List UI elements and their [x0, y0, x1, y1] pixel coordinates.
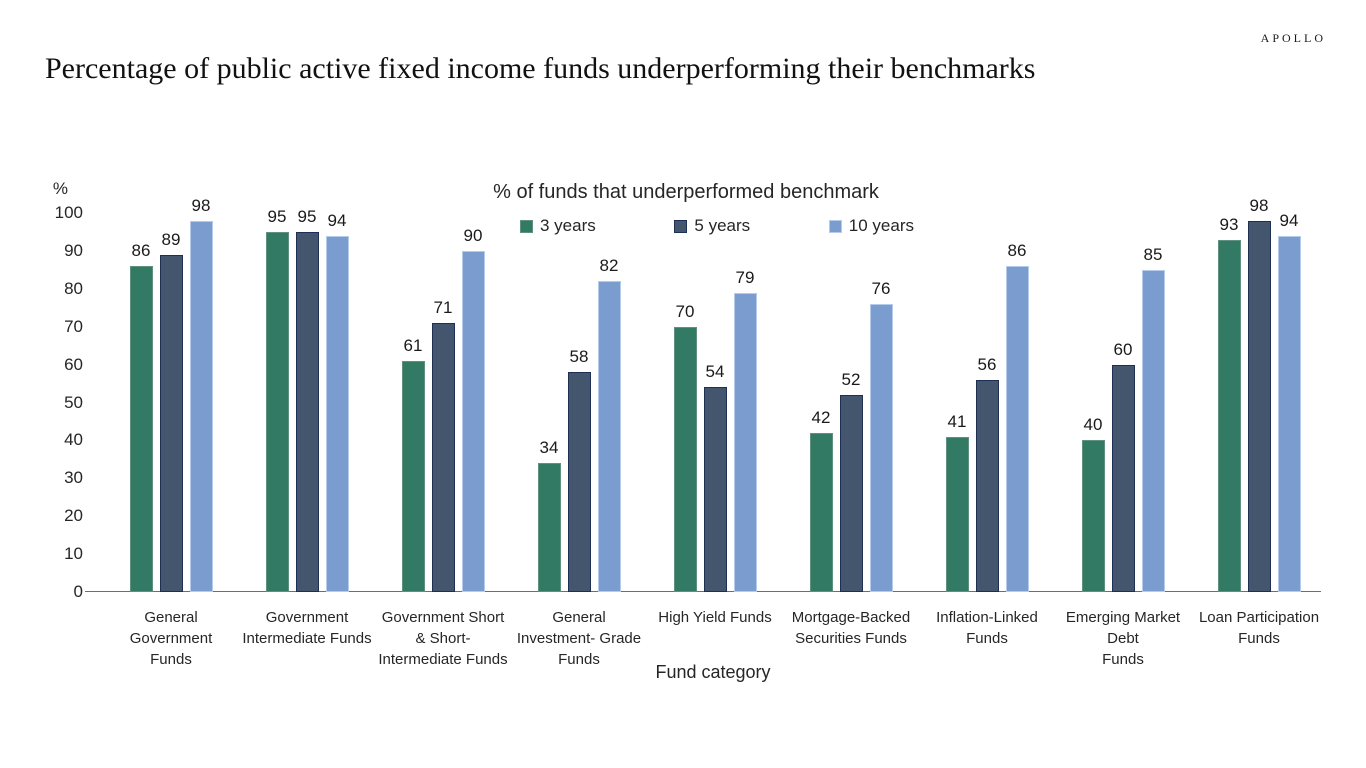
y-tick-label: 40	[64, 430, 83, 450]
category-label: Mortgage-Backed Securities Funds	[791, 609, 911, 647]
bar-value-label: 93	[1219, 214, 1239, 234]
bar-5-years	[159, 254, 183, 592]
bar-value-label: 40	[1083, 415, 1103, 435]
y-tick-label: 60	[64, 354, 83, 374]
category-label: General Government Funds	[129, 609, 213, 668]
bar-value-label: 61	[403, 335, 423, 355]
legend-label: 3 years	[540, 216, 596, 235]
bar-3-years	[809, 432, 833, 592]
bar-value-label: 71	[433, 297, 453, 317]
legend-item: 10 years	[828, 216, 914, 236]
bar-value-label: 82	[599, 256, 619, 276]
legend-swatch	[674, 219, 688, 233]
bar-3-years	[673, 326, 697, 592]
bar-5-years	[431, 322, 455, 592]
page-title: Percentage of public active fixed income…	[45, 52, 1036, 85]
bar-10-years	[325, 235, 349, 592]
bar-10-years	[461, 250, 485, 592]
x-axis-line	[85, 591, 1321, 592]
bar-5-years	[295, 231, 319, 592]
legend-swatch	[520, 219, 533, 233]
legend-label: 10 years	[848, 216, 914, 235]
legend-item: 5 years	[674, 216, 750, 236]
category-label: High Yield Funds	[658, 609, 772, 626]
bar-value-label: 86	[1007, 241, 1027, 261]
bar-10-years	[189, 220, 213, 592]
legend-swatch	[828, 219, 842, 233]
bar-value-label: 85	[1143, 244, 1163, 264]
bar-value-label: 52	[841, 369, 861, 389]
bar-value-label: 94	[327, 210, 347, 230]
bar-3-years	[1217, 239, 1241, 592]
bar-5-years	[1111, 364, 1135, 592]
category-label: Emerging Market Debt Funds	[1065, 609, 1181, 668]
y-tick-label: 30	[64, 468, 83, 488]
bar-10-years	[869, 303, 893, 592]
bar-value-label: 79	[735, 267, 755, 287]
bar-value-label: 70	[675, 301, 695, 321]
bar-value-label: 54	[705, 362, 725, 382]
bar-5-years	[1247, 220, 1271, 592]
bar-5-years	[839, 394, 863, 592]
bar-3-years	[129, 266, 153, 592]
category-label: Government Intermediate Funds	[242, 609, 372, 647]
y-tick-label: 20	[64, 506, 83, 526]
y-tick-label: 80	[64, 278, 83, 298]
bar-3-years	[537, 463, 561, 592]
bar-3-years	[401, 360, 425, 592]
legend-item: 3 years	[520, 216, 596, 236]
y-tick-label: 70	[64, 316, 83, 336]
bar-value-label: 34	[539, 438, 559, 458]
bar-value-label: 60	[1113, 339, 1133, 359]
category-label: Inflation-Linked Funds	[936, 609, 1038, 647]
bar-10-years	[1141, 269, 1165, 592]
x-axis-title: Fund category	[655, 662, 771, 682]
bar-value-label: 98	[191, 195, 211, 215]
chart-title: % of funds that underperformed benchmark	[493, 181, 879, 203]
bar-3-years	[265, 231, 289, 592]
bar-value-label: 95	[297, 206, 317, 226]
bar-value-label: 94	[1279, 210, 1299, 230]
bar-value-label: 42	[811, 407, 831, 427]
y-tick-label: 0	[73, 582, 83, 601]
y-tick-label: 10	[64, 544, 83, 564]
bar-10-years	[1277, 235, 1301, 592]
bar-5-years	[975, 379, 999, 592]
bar-value-label: 90	[463, 225, 483, 245]
bar-5-years	[703, 387, 727, 592]
y-tick-label: 50	[64, 392, 83, 412]
bar-10-years	[1005, 266, 1029, 592]
bar-10-years	[597, 281, 621, 592]
chart-legend: 3 years 5 years 10 years	[520, 216, 914, 236]
bar-value-label: 41	[947, 411, 967, 431]
y-tick-label: 90	[64, 240, 83, 260]
y-axis-unit-label: %	[52, 179, 68, 198]
bar-value-label: 86	[131, 241, 151, 261]
category-label: Government Short & Short- Intermediate F…	[378, 609, 508, 668]
bar-value-label: 76	[871, 278, 891, 298]
bar-3-years	[945, 436, 969, 592]
bar-value-label: 98	[1249, 195, 1269, 215]
legend-label: 5 years	[694, 216, 751, 235]
bar-value-label: 95	[267, 206, 287, 226]
category-label: General Investment- Grade Funds	[516, 609, 642, 668]
bar-5-years	[567, 372, 591, 592]
bar-value-label: 89	[161, 229, 181, 249]
bar-10-years	[733, 292, 757, 592]
bar-value-label: 58	[569, 347, 589, 367]
bar-value-label: 56	[977, 354, 997, 374]
y-tick-label: 100	[54, 203, 83, 222]
apollo-logo: APOLLO	[1260, 31, 1326, 45]
bar-3-years	[1081, 440, 1105, 592]
category-label: Loan Participation Funds	[1198, 609, 1320, 647]
